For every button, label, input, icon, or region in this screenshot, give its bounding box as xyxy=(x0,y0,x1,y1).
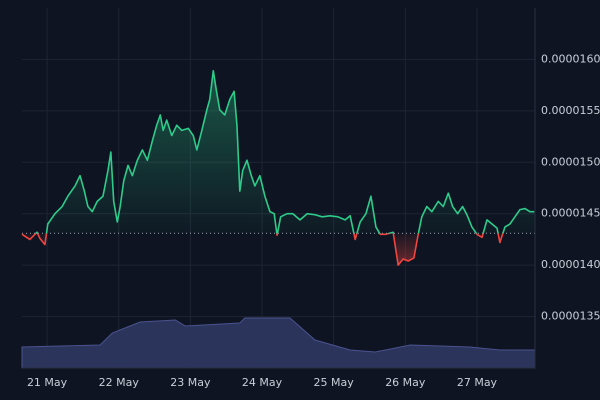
y-tick-label: 0.0000140 xyxy=(541,258,600,271)
price-area xyxy=(22,70,535,266)
price-line xyxy=(21,69,535,266)
y-tick-label: 0.0000135 xyxy=(541,310,600,323)
x-tick-label: 26 May xyxy=(385,376,426,389)
x-tick-label: 23 May xyxy=(170,376,211,389)
x-tick-label: 22 May xyxy=(99,376,140,389)
x-tick-label: 24 May xyxy=(242,376,283,389)
y-tick-label: 0.0000155 xyxy=(541,104,600,117)
x-tick-label: 21 May xyxy=(27,376,68,389)
y-tick-label: 0.0000150 xyxy=(541,155,600,168)
y-tick-label: 0.0000160 xyxy=(541,52,600,65)
x-tick-label: 27 May xyxy=(457,376,498,389)
volume-area xyxy=(21,317,536,369)
plot xyxy=(21,69,536,369)
y-tick-label: 0.0000145 xyxy=(541,207,600,220)
x-tick-label: 25 May xyxy=(314,376,355,389)
labels: 0.0000135 0.0000140 0.0000145 0.0000150 0.00… xyxy=(27,52,600,389)
